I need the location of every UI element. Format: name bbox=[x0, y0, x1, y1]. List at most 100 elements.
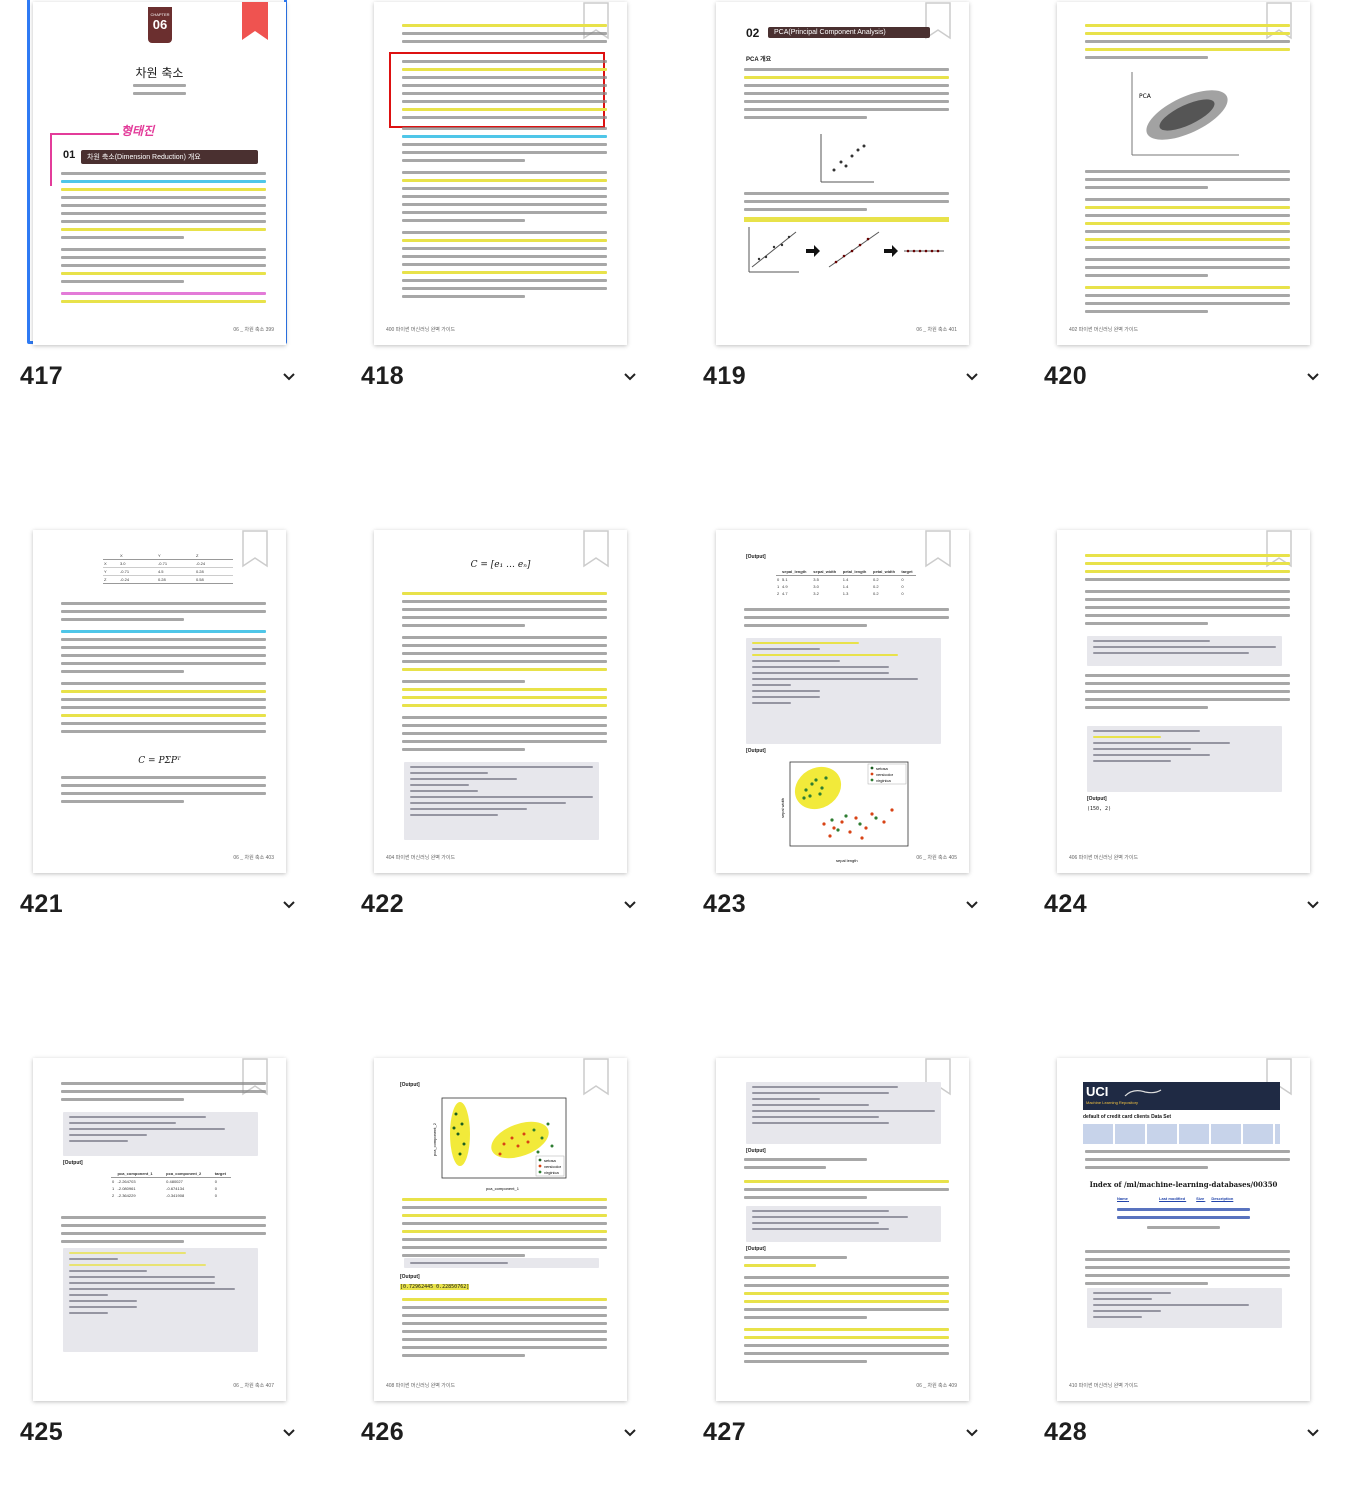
page-preview[interactable]: [Output] [Output] 06 _ 차원 축소 409 bbox=[716, 1058, 969, 1401]
section-number: 01 bbox=[63, 149, 76, 161]
code-block bbox=[1087, 726, 1282, 792]
page-preview[interactable]: C = [e₁ … eₙ] 404 파이썬 머신러닝 완벽 가이드 bbox=[374, 530, 627, 873]
chevron-down-icon[interactable] bbox=[282, 1428, 296, 1438]
page-number-label: 427 bbox=[703, 1418, 747, 1446]
column-description[interactable]: Description bbox=[1211, 1196, 1234, 1201]
chevron-down-icon[interactable] bbox=[623, 900, 637, 910]
chevron-down-icon[interactable] bbox=[965, 900, 979, 910]
page-preview[interactable]: UCI Machine Learning Repository default … bbox=[1057, 1058, 1310, 1401]
index-title: Index of /ml/machine-learning-databases/… bbox=[1089, 1180, 1278, 1189]
chevron-down-icon[interactable] bbox=[1306, 372, 1320, 382]
formula: C = [e₁ … eₙ] bbox=[470, 560, 531, 570]
page-footer: 06 _ 차원 축소 401 bbox=[916, 327, 957, 333]
page-footer: 402 파이썬 머신러닝 완벽 가이드 bbox=[1069, 327, 1139, 333]
page-number-label: 417 bbox=[20, 362, 64, 390]
point-cloud-figure: PCA bbox=[1131, 72, 1239, 156]
code-block bbox=[746, 1082, 941, 1144]
page-thumbnail-423[interactable]: [Output] sepal_length sepal_width petal_le… bbox=[703, 528, 1003, 968]
page-thumbnail-427[interactable]: [Output] [Output] 06 _ 차원 축소 409 427 bbox=[703, 1056, 1003, 1496]
output-label: [Output] bbox=[400, 1082, 420, 1088]
code-block bbox=[63, 1112, 258, 1156]
bookmark-icon[interactable] bbox=[583, 530, 609, 568]
page-preview[interactable]: [Output] pca_component_1 pca_component_2 t… bbox=[33, 1058, 286, 1401]
output-label: [Output] bbox=[746, 1246, 766, 1252]
section-title: PCA(Principal Component Analysis) bbox=[768, 27, 930, 38]
column-size[interactable]: Size bbox=[1196, 1196, 1205, 1201]
chevron-down-icon[interactable] bbox=[282, 900, 296, 910]
uci-logo: UCI bbox=[1086, 1084, 1109, 1099]
page-number-label: 423 bbox=[703, 890, 747, 918]
chevron-down-icon[interactable] bbox=[1306, 1428, 1320, 1438]
annotation-bracket bbox=[50, 133, 119, 186]
chevron-down-icon[interactable] bbox=[1306, 900, 1320, 910]
page-preview[interactable]: 400 파이썬 머신러닝 완벽 가이드 bbox=[374, 2, 627, 345]
page-thumbnail-420[interactable]: PCA 402 파이썬 머신러닝 완벽 가이드 420 bbox=[1044, 0, 1344, 440]
chevron-down-icon[interactable] bbox=[623, 372, 637, 382]
column-last-modified[interactable]: Last modified bbox=[1159, 1196, 1186, 1201]
page-footer: 06 _ 차원 축소 409 bbox=[916, 1383, 957, 1389]
svg-text:versicolor: versicolor bbox=[876, 772, 894, 777]
page-number-label: 424 bbox=[1044, 890, 1088, 918]
svg-text:virginica: virginica bbox=[544, 1170, 559, 1175]
page-thumbnail-425[interactable]: [Output] pca_component_1 pca_component_2 t… bbox=[20, 1056, 320, 1496]
uci-anteater-logo bbox=[1124, 1089, 1162, 1097]
chevron-down-icon[interactable] bbox=[282, 372, 296, 382]
page-footer: 06 _ 차원 축소 407 bbox=[233, 1383, 274, 1389]
bookmark-icon[interactable] bbox=[583, 1058, 609, 1096]
chapter-badge: CHAPTER 06 bbox=[148, 7, 172, 43]
chapter-title: 차원 축소 bbox=[135, 66, 184, 80]
page-preview[interactable]: 02 PCA(Principal Component Analysis) PCA… bbox=[716, 2, 969, 345]
page-thumbnail-422[interactable]: C = [e₁ … eₙ] 404 파이썬 머신러닝 완벽 가이드 422 bbox=[361, 528, 661, 968]
page-thumbnail-419[interactable]: 02 PCA(Principal Component Analysis) PCA… bbox=[703, 0, 1003, 440]
pca-figure bbox=[744, 217, 949, 273]
bookmark-icon[interactable] bbox=[242, 530, 268, 568]
dataset-info-table bbox=[1083, 1124, 1280, 1144]
chevron-down-icon[interactable] bbox=[965, 372, 979, 382]
page-thumbnail-428[interactable]: UCI Machine Learning Repository default … bbox=[1044, 1056, 1344, 1496]
page-footer: 06 _ 차원 축소 403 bbox=[233, 855, 274, 861]
code-block bbox=[746, 1206, 941, 1242]
page-number-label: 419 bbox=[703, 362, 747, 390]
dataset-title: default of credit card clients Data Set bbox=[1083, 1114, 1172, 1120]
code-block bbox=[1087, 1288, 1282, 1328]
output-value: [0.72962445 0.22850762] bbox=[400, 1284, 470, 1290]
output-value: (150, 2) bbox=[1087, 806, 1112, 812]
bookmark-icon[interactable] bbox=[242, 2, 268, 40]
page-thumbnail-417[interactable]: CHAPTER 06 차원 축소 형태진 01 차원 축소(Dimension … bbox=[20, 0, 320, 440]
chevron-down-icon[interactable] bbox=[965, 1428, 979, 1438]
pca-scatter-plot: setosa versicolor virginica pca_componen… bbox=[432, 1097, 567, 1191]
page-thumbnail-424[interactable]: [Output] (150, 2) 406 파이썬 머신러닝 완벽 가이드 42… bbox=[1044, 528, 1344, 968]
output-label: [Output] bbox=[746, 748, 766, 754]
output-label: [Output] bbox=[400, 1274, 420, 1280]
page-preview[interactable]: [Output] setosa versicolor virginica pca… bbox=[374, 1058, 627, 1401]
page-preview[interactable]: [Output] sepal_length sepal_width petal_le… bbox=[716, 530, 969, 873]
page-thumbnail-418[interactable]: 400 파이썬 머신러닝 완벽 가이드 418 bbox=[361, 0, 661, 440]
page-footer: 410 파이썬 머신러닝 완벽 가이드 bbox=[1069, 1383, 1139, 1389]
chapter-label: CHAPTER bbox=[150, 12, 170, 17]
bookmark-icon[interactable] bbox=[925, 530, 951, 568]
output-label: [Output] bbox=[1087, 796, 1107, 802]
page-preview[interactable]: [Output] (150, 2) 406 파이썬 머신러닝 완벽 가이드 bbox=[1057, 530, 1310, 873]
page-footer: 404 파이썬 머신러닝 완벽 가이드 bbox=[386, 855, 456, 861]
page-preview[interactable]: PCA 402 파이썬 머신러닝 완벽 가이드 bbox=[1057, 2, 1310, 345]
output-label: [Output] bbox=[746, 1148, 766, 1154]
output-label: [Output] bbox=[63, 1160, 83, 1166]
page-footer: 06 _ 차원 축소 399 bbox=[233, 327, 274, 333]
chevron-down-icon[interactable] bbox=[623, 1428, 637, 1438]
y-axis-label: sepal width bbox=[780, 798, 785, 818]
page-footer: 406 파이썬 머신러닝 완벽 가이드 bbox=[1069, 855, 1139, 861]
code-block bbox=[404, 762, 599, 840]
column-name[interactable]: Name bbox=[1117, 1196, 1128, 1201]
svg-text:versicolor: versicolor bbox=[544, 1164, 562, 1169]
page-number-label: 422 bbox=[361, 890, 405, 918]
handwritten-annotation: 형태진 bbox=[121, 124, 155, 138]
iris-table: sepal_length sepal_width petal_length petal… bbox=[776, 568, 916, 597]
chapter-number: 06 bbox=[152, 17, 168, 32]
page-thumbnail-426[interactable]: [Output] setosa versicolor virginica pca… bbox=[361, 1056, 661, 1496]
repo-title: Machine Learning Repository bbox=[1086, 1100, 1139, 1105]
page-preview[interactable]: CHAPTER 06 차원 축소 형태진 01 차원 축소(Dimension … bbox=[33, 2, 286, 345]
